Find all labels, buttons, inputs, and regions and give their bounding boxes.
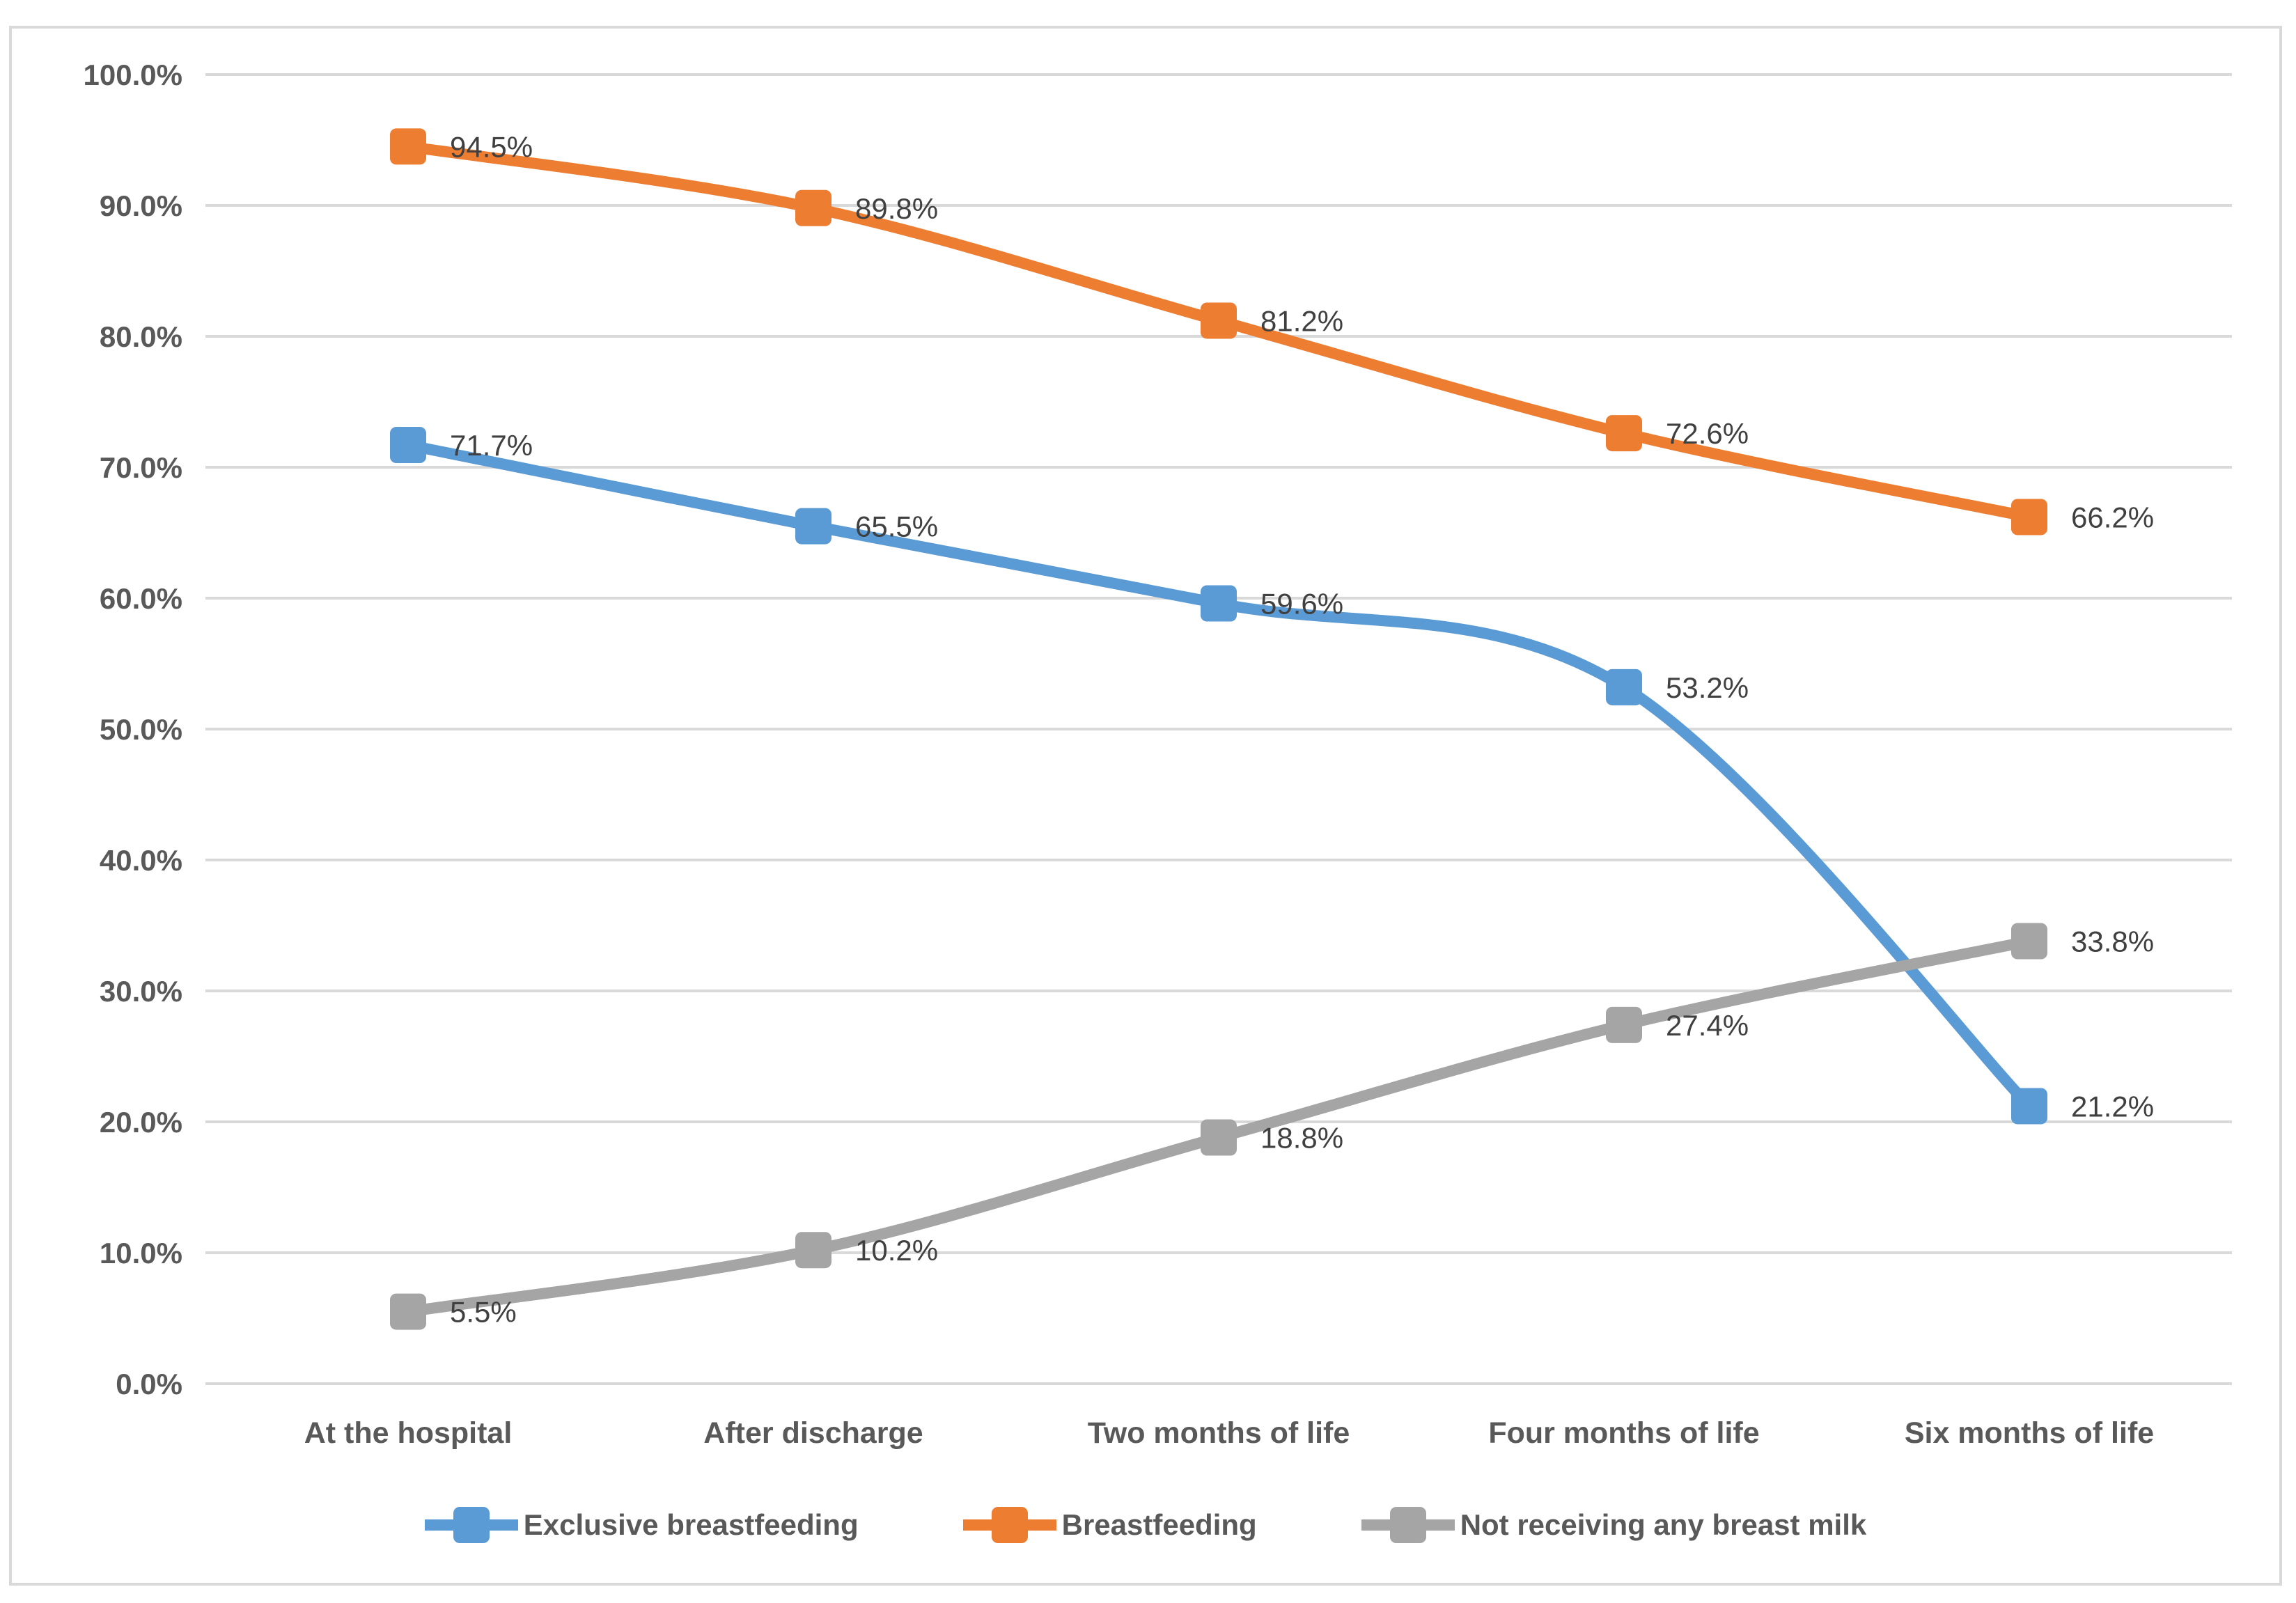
y-axis-tick-label: 40.0% <box>100 844 182 877</box>
y-axis-tick-label: 60.0% <box>100 582 182 615</box>
x-axis-category-label: Four months of life <box>1488 1416 1759 1450</box>
data-label-breastfeeding: 94.5% <box>450 130 533 163</box>
series-marker-not-receiving-any-breast-milk <box>1201 1119 1237 1156</box>
data-label-not-receiving-any-breast-milk: 18.8% <box>1260 1122 1343 1155</box>
legend-label: Not receiving any breast milk <box>1460 1508 1867 1541</box>
x-axis-category-label: Six months of life <box>1905 1416 2154 1450</box>
data-label-exclusive-breastfeeding: 21.2% <box>2071 1090 2154 1123</box>
y-axis-tick-label: 80.0% <box>100 320 182 353</box>
data-label-breastfeeding: 89.8% <box>855 192 938 225</box>
y-axis-tick-label: 90.0% <box>100 189 182 222</box>
data-label-exclusive-breastfeeding: 65.5% <box>855 510 938 543</box>
y-axis-tick-label: 30.0% <box>100 975 182 1008</box>
x-axis-category-label: At the hospital <box>304 1416 513 1450</box>
data-label-exclusive-breastfeeding: 71.7% <box>450 429 533 462</box>
y-axis-tick-label: 20.0% <box>100 1106 182 1139</box>
chart-frame <box>9 26 2282 1586</box>
legend-marker-icon <box>424 1507 518 1543</box>
y-axis-tick-label: 70.0% <box>100 451 182 484</box>
series-line-exclusive-breastfeeding <box>403 439 2035 1112</box>
data-label-not-receiving-any-breast-milk: 33.8% <box>2071 925 2154 958</box>
series-marker-exclusive-breastfeeding <box>390 427 426 464</box>
series-marker-not-receiving-any-breast-milk <box>795 1232 831 1269</box>
y-axis-tick-label: 0.0% <box>116 1368 182 1400</box>
series-marker-breastfeeding <box>795 189 831 226</box>
data-label-not-receiving-any-breast-milk: 27.4% <box>1666 1009 1749 1042</box>
series-marker-exclusive-breastfeeding <box>2011 1088 2047 1125</box>
x-axis-category-label: Two months of life <box>1088 1416 1350 1450</box>
legend-marker-icon <box>1361 1507 1455 1543</box>
data-label-breastfeeding: 72.6% <box>1666 417 1749 450</box>
data-label-exclusive-breastfeeding: 59.6% <box>1260 588 1343 620</box>
series-marker-breastfeeding <box>390 128 426 165</box>
series-marker-not-receiving-any-breast-milk <box>1606 1006 1642 1043</box>
legend-label: Exclusive breastfeeding <box>523 1508 859 1541</box>
legend-item-not-receiving-any-breast-milk: Not receiving any breast milk <box>1361 1505 1867 1545</box>
data-label-breastfeeding: 81.2% <box>1260 304 1343 337</box>
legend: Exclusive breastfeeding Breastfeeding No… <box>9 1490 2282 1560</box>
series-marker-breastfeeding <box>2011 499 2047 535</box>
data-label-not-receiving-any-breast-milk: 5.5% <box>450 1296 517 1329</box>
series-marker-not-receiving-any-breast-milk <box>2011 923 2047 960</box>
y-axis-tick-label: 50.0% <box>100 713 182 746</box>
series-marker-breastfeeding <box>1606 415 1642 452</box>
legend-item-breastfeeding: Breastfeeding <box>962 1505 1257 1545</box>
data-label-exclusive-breastfeeding: 53.2% <box>1666 671 1749 704</box>
legend-marker-icon <box>962 1507 1056 1543</box>
series-marker-exclusive-breastfeeding <box>795 508 831 545</box>
y-axis-tick-label: 100.0% <box>84 58 182 91</box>
x-axis-category-label: After discharge <box>703 1416 923 1450</box>
series-marker-not-receiving-any-breast-milk <box>390 1293 426 1330</box>
y-axis-tick-label: 10.0% <box>100 1237 182 1269</box>
series-marker-breastfeeding <box>1201 302 1237 339</box>
legend-label: Breastfeeding <box>1061 1508 1257 1541</box>
data-label-not-receiving-any-breast-milk: 10.2% <box>855 1234 938 1267</box>
legend-item-exclusive-breastfeeding: Exclusive breastfeeding <box>424 1505 859 1545</box>
data-label-breastfeeding: 66.2% <box>2071 501 2154 533</box>
series-marker-exclusive-breastfeeding <box>1201 585 1237 622</box>
series-marker-exclusive-breastfeeding <box>1606 668 1642 705</box>
